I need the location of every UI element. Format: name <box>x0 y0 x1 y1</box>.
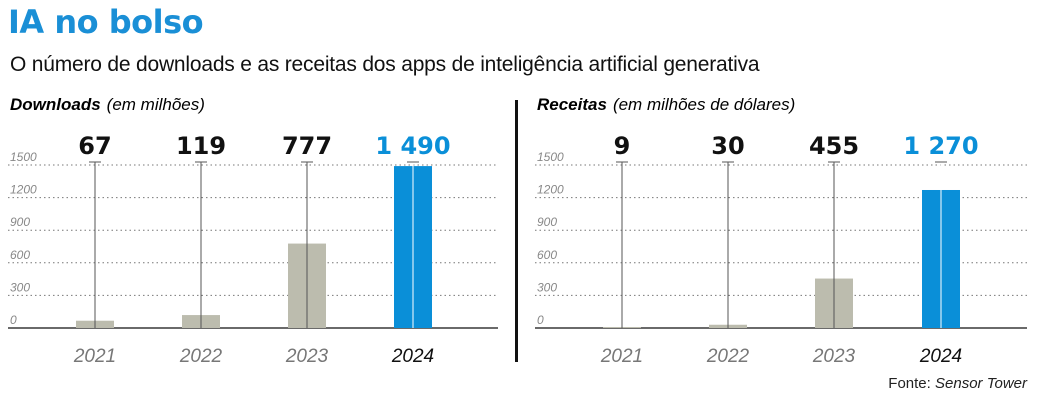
panel-title: Receitas (em milhões de dólares) <box>537 95 795 114</box>
y-tick-label: 0 <box>537 313 544 327</box>
y-tick-label: 900 <box>10 215 30 229</box>
source-note: Fonte: Sensor Tower <box>888 375 1027 392</box>
x-tick-label: 2022 <box>706 346 750 367</box>
panel-divider <box>515 100 518 362</box>
y-tick-label: 600 <box>10 248 30 262</box>
value-label: 30 <box>711 132 744 160</box>
x-tick-label: 2021 <box>600 346 643 367</box>
y-tick-label: 1200 <box>537 183 564 197</box>
y-tick-label: 600 <box>537 248 557 262</box>
y-tick-label: 300 <box>537 280 557 294</box>
y-tick-label: 300 <box>10 280 30 294</box>
x-tick-label: 2024 <box>391 346 434 367</box>
value-label: 119 <box>176 132 226 160</box>
y-tick-label: 1200 <box>10 183 37 197</box>
value-label: 1 270 <box>903 132 978 160</box>
value-label: 777 <box>282 132 332 160</box>
x-tick-label: 2024 <box>919 346 962 367</box>
y-tick-label: 0 <box>10 313 17 327</box>
source-name: Sensor Tower <box>935 375 1027 392</box>
x-tick-label: 2022 <box>179 346 223 367</box>
x-tick-label: 2021 <box>73 346 116 367</box>
panel-title: Downloads (em milhões) <box>10 95 205 114</box>
y-tick-label: 900 <box>537 215 557 229</box>
chart-panel-2: Receitas (em milhões de dólares) 0 300 600 90… <box>535 95 1027 367</box>
value-label: 455 <box>809 132 859 160</box>
y-tick-label: 1500 <box>10 150 37 164</box>
page-title: IA no bolso <box>8 3 204 41</box>
chart-panel-1: Downloads (em milhões) 0 300 600 900 1200 1500 6… <box>8 95 498 367</box>
value-label: 67 <box>78 132 111 160</box>
x-tick-label: 2023 <box>285 346 329 367</box>
x-tick-label: 2023 <box>812 346 856 367</box>
value-label: 1 490 <box>375 132 450 160</box>
panel-title-bold: Receitas <box>537 95 607 114</box>
y-tick-label: 1500 <box>537 150 564 164</box>
panel-title-unit: (em milhões de dólares) <box>613 95 795 114</box>
panel-title-unit: (em milhões) <box>107 95 205 114</box>
value-label: 9 <box>614 132 631 160</box>
source-prefix: Fonte: <box>888 375 935 392</box>
page-subtitle: O número de downloads e as receitas dos … <box>10 53 760 76</box>
panel-title-bold: Downloads <box>10 95 101 114</box>
